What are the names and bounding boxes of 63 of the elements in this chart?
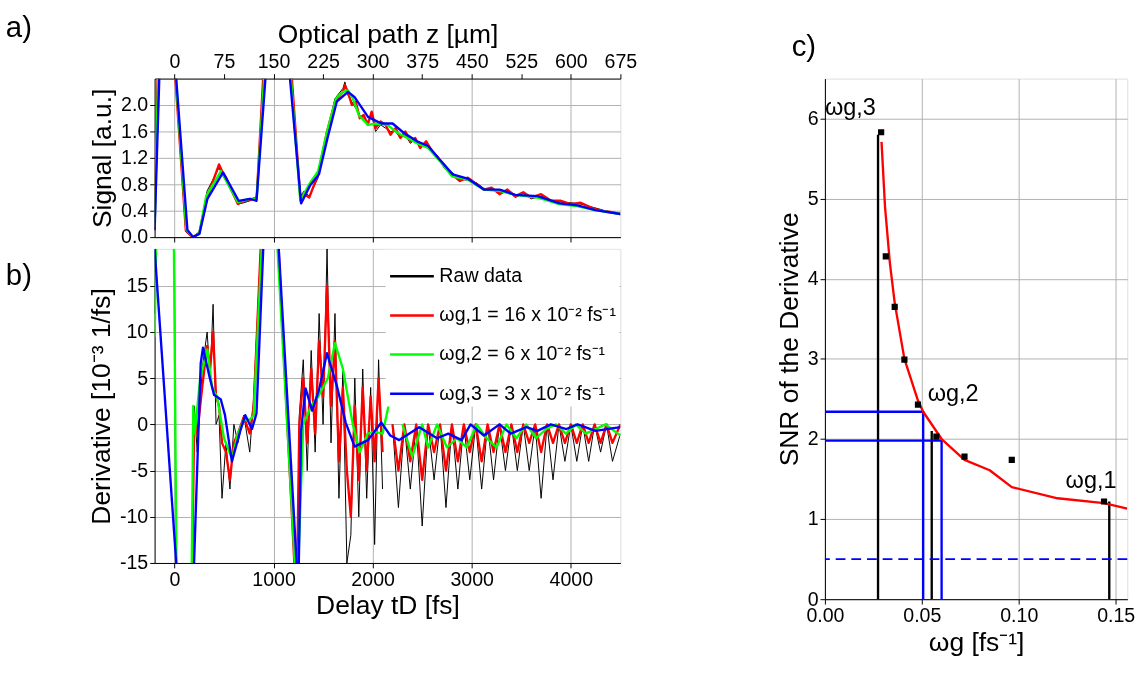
- point: [878, 129, 885, 136]
- y-tick-label: 5: [137, 366, 149, 389]
- y-tick-label: 0.0: [121, 225, 149, 248]
- x2-axis-title: Optical path z [µm]: [277, 18, 499, 49]
- y-tick-label: -15: [119, 551, 149, 574]
- annotation: ωg,2: [927, 379, 979, 406]
- point: [914, 401, 922, 408]
- x-tick-label: 2000: [351, 567, 396, 590]
- y-tick-label: 15: [126, 274, 149, 297]
- point: [1008, 456, 1015, 463]
- y-tick-label: 0.8: [121, 172, 149, 195]
- y-tick-label: 10: [126, 320, 149, 343]
- x-tick-label: 0.05: [903, 604, 942, 627]
- x2-tick-label: 300: [356, 50, 390, 73]
- annotation: ωg,3: [824, 93, 876, 120]
- annotation: ωg,1: [1065, 466, 1117, 493]
- x2-tick-label: 225: [307, 50, 341, 73]
- y-tick-label: -5: [130, 458, 149, 481]
- x-tick-label: 0: [169, 567, 181, 590]
- y-axis-title: SNR of the Derivative: [773, 212, 804, 467]
- point: [882, 253, 889, 260]
- legend-label: ωg,3 = 3 x 10⁻² fs⁻¹: [439, 381, 606, 404]
- y-tick-label: 3: [807, 347, 819, 370]
- x-tick-label: 0.15: [1097, 604, 1136, 627]
- point: [901, 356, 908, 363]
- y-tick-label: 4: [807, 267, 819, 290]
- line-series: [880, 140, 1128, 510]
- x-tick-label: 0.10: [1000, 604, 1039, 627]
- legend-label: ωg,1 = 16 x 10⁻² fs⁻¹: [439, 303, 617, 326]
- y-tick-label: 5: [807, 187, 819, 210]
- x-tick-label: 1000: [252, 567, 296, 590]
- y-tick-label: 1.6: [121, 119, 149, 142]
- x2-tick-label: 450: [455, 50, 489, 73]
- y-tick-label: -10: [119, 505, 149, 528]
- x2-tick-label: 525: [505, 50, 539, 73]
- y-axis-title: Signal [a.u.]: [87, 88, 118, 229]
- point: [933, 433, 940, 440]
- x2-tick-label: 0: [169, 50, 181, 73]
- legend-label: Raw data: [439, 264, 523, 287]
- x-tick-label: 3000: [450, 567, 495, 590]
- y-tick-label: 1.2: [121, 146, 149, 169]
- x2-tick-label: 600: [555, 50, 588, 73]
- text: c): [791, 29, 817, 63]
- x-axis-title: Delay tD [fs]: [316, 590, 460, 621]
- x-tick-label: 4000: [549, 567, 594, 590]
- y-tick-label: 6: [807, 107, 819, 129]
- y-tick-label: 2.0: [121, 93, 149, 116]
- x2-tick-label: 375: [406, 50, 440, 73]
- text: b): [5, 258, 32, 292]
- x2-tick-label: 675: [604, 50, 638, 73]
- x2-tick-label: 75: [213, 50, 236, 73]
- point: [891, 303, 898, 310]
- y-tick-label: 1: [807, 507, 819, 530]
- x2-tick-label: 150: [257, 50, 291, 73]
- text: a): [5, 9, 32, 43]
- legend-label: ωg,2 = 6 x 10⁻² fs⁻¹: [439, 342, 606, 365]
- x-axis-title: ωg [fs⁻¹]: [928, 626, 1025, 657]
- y-tick-label: 0: [137, 412, 149, 435]
- y-tick-label: 2: [807, 427, 819, 450]
- point: [961, 453, 968, 460]
- y-tick-label: 0.4: [121, 199, 149, 222]
- point: [1100, 498, 1108, 505]
- y-axis-title: Derivative [10⁻³ 1/fs]: [86, 288, 117, 525]
